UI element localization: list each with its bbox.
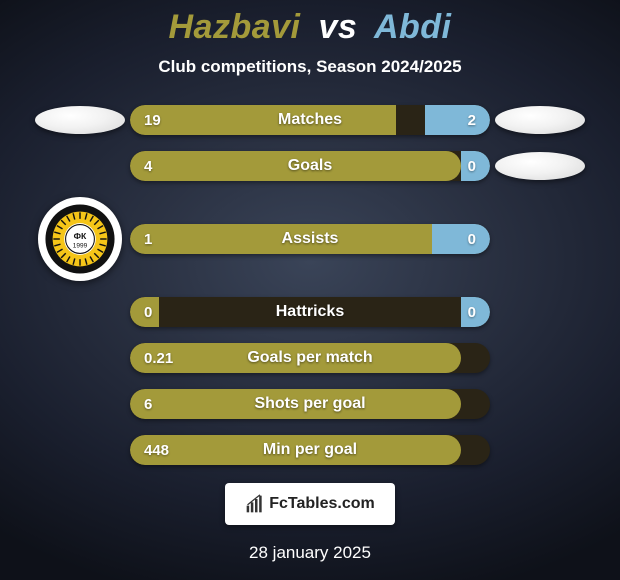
site-logo: FcTables.com (225, 483, 395, 525)
stat-row: 0.21Goals per match (0, 343, 620, 373)
site-name: FcTables.com (269, 495, 375, 513)
club-badge-icon: ФК 1999 (38, 197, 122, 281)
svg-text:ФК: ФК (74, 231, 87, 241)
player1-name: Hazbavi (168, 8, 300, 46)
svg-text:1999: 1999 (73, 243, 88, 250)
vs-text: vs (318, 8, 357, 46)
left-slot: ФК 1999 (30, 197, 130, 281)
stat-row: ФК 1999 10Assists (0, 197, 620, 281)
right-slot (490, 152, 590, 180)
stat-value-right: 0 (468, 297, 476, 327)
stat-bar-left (130, 151, 461, 181)
stat-bar-track: 40Goals (130, 151, 490, 181)
player2-name: Abdi (374, 8, 452, 46)
stat-bar-left (130, 343, 461, 373)
stat-bar-left (130, 389, 461, 419)
stat-bar-track: 0 0Hattricks (130, 297, 490, 327)
stat-value-left: 1 (144, 224, 152, 254)
stat-row: 40Goals (0, 151, 620, 181)
stat-bars-container: 192Matches40Goals ФК 1999 10Assists00Hat… (0, 105, 620, 465)
stat-bar-right (425, 105, 490, 135)
stat-value-left: 19 (144, 105, 161, 135)
snapshot-date: 28 january 2025 (0, 543, 620, 563)
stat-value-left: 448 (144, 435, 169, 465)
stat-value-left: 0.21 (144, 343, 173, 373)
stat-label: Hattricks (130, 297, 490, 327)
stat-value-left: 0 (144, 297, 152, 327)
left-player-oval (35, 106, 125, 134)
stat-row: 0 0Hattricks (0, 297, 620, 327)
stat-bar-track: 10Assists (130, 224, 490, 254)
left-slot (30, 106, 130, 134)
stat-value-right: 0 (468, 151, 476, 181)
stat-bar-left (130, 435, 461, 465)
subtitle: Club competitions, Season 2024/2025 (0, 57, 620, 77)
stat-bar-track: 448Min per goal (130, 435, 490, 465)
stat-bar-track: 6Shots per goal (130, 389, 490, 419)
stat-bar-right (432, 224, 490, 254)
stat-bar-left (130, 224, 432, 254)
stat-row: 6Shots per goal (0, 389, 620, 419)
stat-value-left: 6 (144, 389, 152, 419)
right-slot (490, 106, 590, 134)
stat-bar-track: 192Matches (130, 105, 490, 135)
stat-value-right: 2 (468, 105, 476, 135)
stat-row: 448Min per goal (0, 435, 620, 465)
stat-bar-left (130, 105, 396, 135)
stat-value-left: 4 (144, 151, 152, 181)
stat-row: 192Matches (0, 105, 620, 135)
content-root: Hazbavi vs Abdi Club competitions, Seaso… (0, 0, 620, 580)
chart-icon (245, 494, 265, 514)
stat-bar-track: 0.21Goals per match (130, 343, 490, 373)
right-player-oval (495, 152, 585, 180)
stat-value-right: 0 (468, 224, 476, 254)
right-player-oval (495, 106, 585, 134)
comparison-title: Hazbavi vs Abdi (0, 8, 620, 47)
